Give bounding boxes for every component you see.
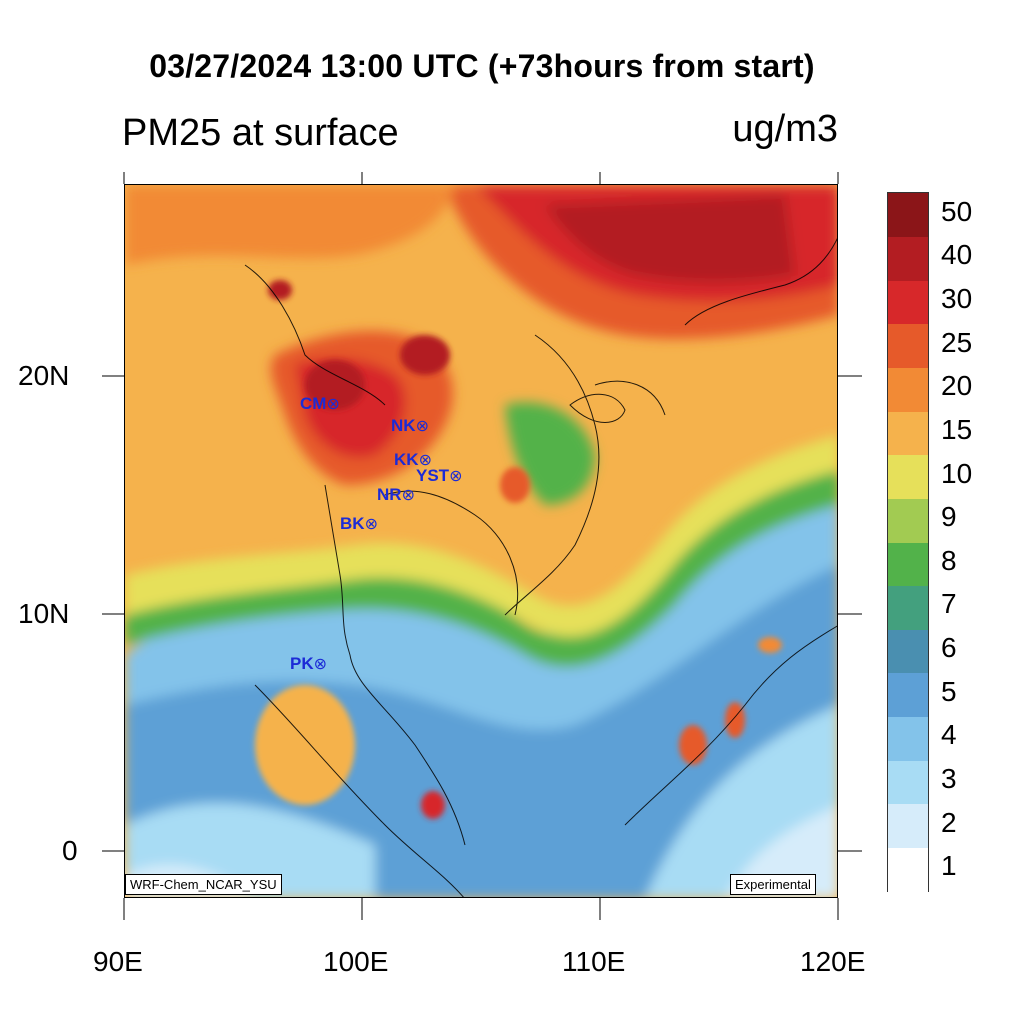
colorbar-swatch [888, 280, 928, 325]
colorbar-label: 30 [941, 283, 973, 315]
colorbar-label: 2 [941, 806, 957, 838]
colorbar-swatch [888, 672, 928, 717]
colorbar-swatch [888, 454, 928, 499]
map-panel [124, 184, 838, 898]
chart-title: 03/27/2024 13:00 UTC (+73hours from star… [149, 48, 815, 84]
x-tick-100e: 100E [323, 946, 389, 977]
site-nk: NK⊗ [391, 416, 429, 435]
colorbar-label: 50 [941, 195, 973, 227]
colorbar-swatch [888, 847, 928, 892]
colorbar-label: 1 [941, 850, 957, 882]
colorbar-swatch [888, 193, 928, 238]
colorbar-swatch [888, 236, 928, 281]
colorbar-label: 8 [941, 544, 957, 576]
site-cm: CM⊗ [300, 394, 340, 413]
colorbar-swatch [888, 716, 928, 761]
colorbar-label: 7 [941, 588, 957, 620]
colorbar-swatch [888, 542, 928, 587]
credit-label: WRF-Chem_NCAR_YSU [125, 874, 282, 895]
pm25-field [125, 185, 837, 897]
colorbar-label: 9 [941, 501, 957, 533]
colorbar-label: 3 [941, 762, 957, 794]
units-label: ug/m3 [732, 108, 838, 150]
colorbar-swatch [888, 411, 928, 456]
colorbar-label: 10 [941, 457, 973, 489]
site-kk: KK⊗ [394, 450, 432, 469]
colorbar-swatch [888, 585, 928, 630]
x-tick-90e: 90E [93, 946, 143, 977]
colorbar-label: 20 [941, 370, 973, 402]
colorbar-swatch [888, 803, 928, 848]
colorbar-swatch [888, 323, 928, 368]
site-pk: PK⊗ [290, 654, 328, 673]
site-nr: NR⊗ [377, 485, 415, 504]
colorbar-label: 5 [941, 675, 957, 707]
colorbar-label: 15 [941, 413, 973, 445]
colorbar [887, 192, 929, 892]
status-label: Experimental [730, 874, 816, 895]
colorbar-label: 4 [941, 719, 957, 751]
y-tick-20n: 20N [18, 360, 70, 391]
x-tick-110e: 110E [562, 946, 626, 977]
x-tick-120e: 120E [800, 946, 866, 977]
colorbar-label: 25 [941, 326, 973, 358]
variable-label: PM25 at surface [122, 112, 399, 154]
y-tick-0: 0 [62, 835, 78, 866]
y-tick-10n: 10N [18, 598, 70, 629]
site-bk: BK⊗ [340, 514, 378, 533]
colorbar-swatch [888, 367, 928, 412]
colorbar-label: 40 [941, 239, 973, 271]
colorbar-swatch [888, 629, 928, 674]
colorbar-swatch [888, 760, 928, 805]
colorbar-label: 6 [941, 632, 957, 664]
site-yst: YST⊗ [416, 466, 463, 485]
colorbar-swatch [888, 498, 928, 543]
